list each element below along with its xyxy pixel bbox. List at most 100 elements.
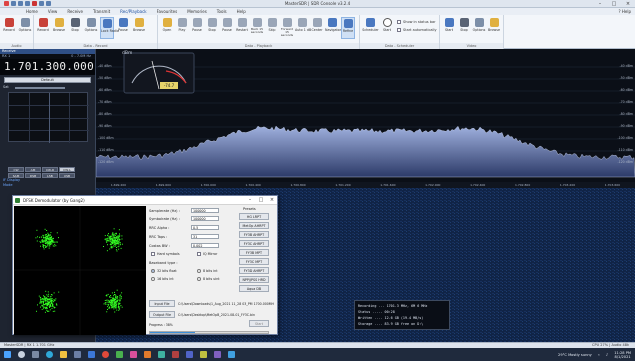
back-15-button[interactable]: Back 15 seconds bbox=[250, 17, 264, 39]
scheduler-button[interactable]: Scheduler bbox=[362, 17, 379, 39]
rrc-taps-input[interactable]: 31 bbox=[191, 234, 219, 239]
data-record-button[interactable]: Record bbox=[36, 17, 50, 39]
search-icon[interactable] bbox=[18, 351, 25, 358]
preset-npp-jpss-hrd-button[interactable]: NPP/JPSS HRD bbox=[239, 276, 269, 283]
preset-metop-ahrpt-button[interactable]: MetOp AHRPT bbox=[239, 222, 269, 229]
mail-icon[interactable] bbox=[88, 351, 95, 358]
audio-options-button[interactable]: Options bbox=[18, 17, 32, 39]
menu-home[interactable]: Home bbox=[26, 9, 38, 14]
mode-button-cwl[interactable]: CW-L bbox=[59, 167, 75, 172]
stop-button[interactable]: Stop bbox=[205, 17, 219, 39]
menu-tools[interactable]: Tools bbox=[216, 9, 227, 14]
app-icon[interactable] bbox=[214, 351, 221, 358]
mode-select[interactable]: Default bbox=[4, 77, 91, 83]
radio-dot[interactable] bbox=[197, 269, 201, 273]
app-icon[interactable] bbox=[186, 351, 193, 358]
network-icon[interactable]: ⌁ bbox=[597, 352, 600, 357]
show-in-status-bar-check[interactable]: Show in status bar bbox=[397, 20, 436, 24]
menu-transmit[interactable]: Transmit bbox=[92, 9, 111, 14]
volume-icon[interactable]: ♪ bbox=[605, 352, 609, 357]
radio-8bit-uint[interactable]: 8 bits uint bbox=[197, 277, 220, 281]
app-icon[interactable] bbox=[228, 351, 235, 358]
data-pause-button[interactable]: Pause bbox=[116, 17, 130, 39]
input-file-button[interactable]: Input File bbox=[149, 300, 175, 307]
audio-record-button[interactable]: Record bbox=[2, 17, 16, 39]
app-icon[interactable] bbox=[200, 351, 207, 358]
data-stop-button[interactable]: Stop bbox=[68, 17, 82, 39]
auto-1db-button[interactable]: Auto 1 dB bbox=[295, 17, 311, 39]
maximize-button[interactable]: □ bbox=[611, 1, 617, 7]
checkbox[interactable] bbox=[397, 28, 401, 32]
mode-button-cw[interactable]: CW bbox=[8, 167, 24, 172]
video-options-button[interactable]: Options bbox=[472, 17, 486, 39]
data-options-button[interactable]: Options bbox=[84, 17, 98, 39]
stop-icon[interactable] bbox=[25, 1, 30, 6]
forward-15-button[interactable]: Forward 15 seconds bbox=[280, 17, 294, 39]
settings-icon[interactable] bbox=[39, 1, 44, 6]
menu-receive[interactable]: Receive bbox=[67, 9, 83, 14]
menu-rec-playback[interactable]: Rec/Playback bbox=[120, 9, 147, 14]
chrome-icon[interactable] bbox=[102, 351, 109, 358]
checkbox[interactable] bbox=[151, 252, 155, 256]
pause2-button[interactable]: Pause bbox=[220, 17, 234, 39]
checkbox[interactable] bbox=[397, 20, 401, 24]
scheduler-start-button[interactable]: Start bbox=[380, 17, 394, 39]
mode-button-am[interactable]: AM bbox=[25, 167, 41, 172]
start-button[interactable]: Start bbox=[249, 320, 269, 327]
radio-dot[interactable] bbox=[151, 269, 155, 273]
costas-bw-input[interactable]: 0.002 bbox=[191, 243, 219, 248]
navigator-button[interactable]: Navigator bbox=[325, 17, 341, 39]
radio-dot[interactable] bbox=[197, 277, 201, 281]
mode-button-usb[interactable]: USB bbox=[59, 173, 75, 178]
mode-button-lsb[interactable]: LSB bbox=[42, 173, 58, 178]
clock[interactable]: 11:28 PM 8/1/2021 bbox=[614, 351, 631, 359]
spectrum-display[interactable]: dBm -74.7 -40 dBm -50 dBm -60 dBm -70 dB… bbox=[96, 49, 635, 186]
center-button[interactable]: Center bbox=[310, 17, 324, 39]
frequency-display[interactable]: 1.701.300.000 bbox=[0, 59, 95, 75]
video-start-button[interactable]: Start bbox=[442, 17, 456, 39]
preset-fy3d-ahrpt-button[interactable]: FY3D AHRPT bbox=[239, 267, 269, 274]
app-icon[interactable] bbox=[158, 351, 165, 358]
play-button[interactable]: Play bbox=[175, 17, 189, 39]
menu-favourites[interactable]: Favourites bbox=[156, 9, 178, 14]
help-link[interactable]: ? Help bbox=[618, 9, 631, 14]
edge-icon[interactable] bbox=[46, 351, 53, 358]
samplerate-input[interactable]: 100000 bbox=[191, 208, 219, 213]
preset-fy3b-mpt-button[interactable]: FY3B MPT bbox=[239, 249, 269, 256]
rrc-alpha-input[interactable]: 0.5 bbox=[191, 225, 219, 230]
gain-slider[interactable] bbox=[14, 87, 65, 89]
dialog-maximize-button[interactable]: □ bbox=[258, 197, 264, 203]
mode-button-sam[interactable]: SAM bbox=[8, 173, 24, 178]
app-icon[interactable] bbox=[172, 351, 179, 358]
radio-16bit-int[interactable]: 16 bits int bbox=[151, 277, 174, 281]
dialog-minimize-button[interactable]: – bbox=[248, 197, 252, 203]
preset-aqua-db-button[interactable]: Aqua DB bbox=[239, 285, 269, 292]
lock-radio-button[interactable]: Lock Radio bbox=[100, 17, 119, 39]
data-browse-button[interactable]: Browse bbox=[52, 17, 66, 39]
task-view-icon[interactable] bbox=[32, 351, 39, 358]
weather-widget[interactable]: 29°C Mostly sunny bbox=[558, 352, 592, 357]
minimize-button[interactable]: – bbox=[598, 1, 602, 7]
sdr-console-icon[interactable] bbox=[116, 351, 123, 358]
pause-button[interactable]: Pause bbox=[190, 17, 204, 39]
radio-32bit-float[interactable]: 32 bits float bbox=[151, 269, 177, 273]
signal-icon[interactable] bbox=[46, 1, 51, 6]
mode-button-dsb[interactable]: DSB bbox=[25, 173, 41, 178]
radio-8bit-int[interactable]: 8 bits int bbox=[197, 269, 218, 273]
dialog-close-button[interactable]: × bbox=[269, 197, 275, 203]
data-browse2-button[interactable]: Browse bbox=[132, 17, 146, 39]
refine-button[interactable]: Refine bbox=[341, 17, 355, 39]
app-icon[interactable] bbox=[130, 351, 137, 358]
start-icon[interactable] bbox=[4, 351, 11, 358]
app-icon[interactable] bbox=[144, 351, 151, 358]
store-icon[interactable] bbox=[74, 351, 81, 358]
play-icon[interactable] bbox=[18, 1, 23, 6]
explorer-icon[interactable] bbox=[60, 351, 67, 358]
close-button[interactable]: × bbox=[625, 1, 631, 7]
menu-help[interactable]: Help bbox=[236, 9, 246, 14]
video-browse-button[interactable]: Browse bbox=[487, 17, 501, 39]
skip-button[interactable]: Skip bbox=[265, 17, 279, 39]
preset-fy3c-ahrpt-button[interactable]: FY3C AHRPT bbox=[239, 240, 269, 247]
preset-fy3b-ahrpt-button[interactable]: FY3B AHRPT bbox=[239, 231, 269, 238]
open-button[interactable]: Open bbox=[160, 17, 174, 39]
